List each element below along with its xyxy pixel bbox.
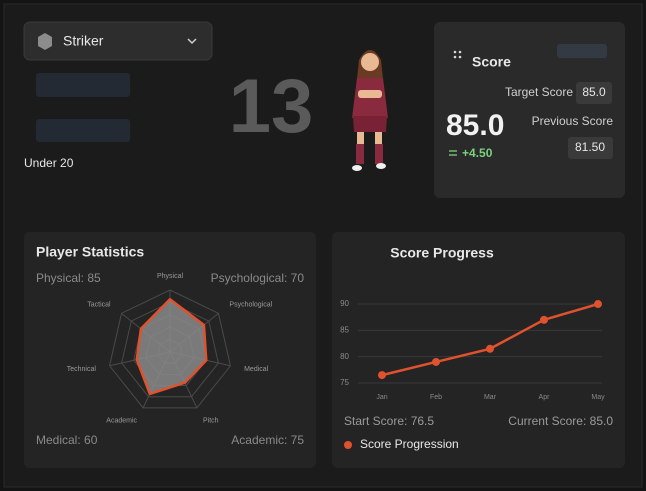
- current-score: Current Score: 85.0: [508, 414, 613, 428]
- line-chart: 75 80 85 90 Jan Feb Mar Apr May Score Progression: [340, 299, 605, 451]
- series-point: [594, 300, 602, 309]
- y-tick-label: 75: [340, 378, 349, 387]
- shoe: [352, 165, 362, 171]
- stat-summary: Physical: 85: [36, 271, 101, 285]
- radar-axis-label: Academic: [106, 417, 137, 424]
- y-tick-label: 90: [340, 299, 349, 308]
- leg: [375, 132, 382, 144]
- series-point: [432, 357, 440, 366]
- legend-label: Score Progression: [360, 437, 459, 451]
- series-point: [378, 371, 386, 380]
- stats-title: Player Statistics: [36, 244, 144, 260]
- y-tick-label: 80: [340, 352, 349, 361]
- radar-axis-label: Physical: [157, 273, 184, 280]
- progress-title: Score Progress: [390, 245, 494, 261]
- radar-ring: [121, 301, 219, 398]
- radar-axis-label: Medical: [244, 366, 269, 373]
- age-group: Under 20: [24, 156, 74, 170]
- dropdown-box[interactable]: [23, 21, 213, 61]
- series-point: [486, 344, 494, 353]
- previous-value: 81.50: [575, 140, 605, 154]
- change-icon: [449, 150, 457, 156]
- x-tick-label: Jan: [376, 394, 387, 401]
- position-icon: [38, 33, 52, 50]
- score-title: Score: [472, 54, 511, 70]
- target-label: Target Score: [505, 85, 573, 99]
- value-box: [576, 82, 612, 104]
- x-tick-label: Feb: [430, 394, 442, 401]
- progress-card: [332, 232, 625, 468]
- x-tick-label: May: [591, 394, 605, 401]
- value-box: [568, 137, 613, 159]
- arms: [358, 90, 382, 98]
- radar-ring: [109, 289, 231, 409]
- placeholder-bar: [36, 119, 130, 142]
- stat-summary: Academic: 75: [231, 433, 304, 447]
- x-tick-label: Mar: [484, 394, 497, 401]
- placeholder-bar: [557, 44, 607, 58]
- radar-area: [135, 298, 208, 396]
- stat-summary: Psychological: 70: [211, 271, 305, 285]
- x-tick-label: Apr: [539, 394, 551, 401]
- leg: [357, 132, 364, 144]
- chevron: [187, 38, 197, 45]
- placeholder-bar: [36, 73, 130, 97]
- jersey-number: 13: [229, 64, 314, 149]
- stat-summary: Medical: 60: [36, 433, 98, 447]
- score-value: 85.0: [446, 109, 504, 142]
- head: [361, 53, 379, 71]
- player-figure: [352, 50, 388, 171]
- radar-axis-label: Technical: [67, 366, 97, 373]
- score-card: Score Target Score 85.0 85.0 Previous Sc…: [434, 22, 625, 198]
- position-dropdown[interactable]: Striker: [23, 21, 213, 61]
- sock: [356, 144, 364, 164]
- previous-label: Previous Score: [532, 114, 614, 128]
- y-tick-label: 85: [340, 325, 349, 334]
- shoe: [376, 163, 386, 169]
- series-point: [540, 315, 548, 324]
- target-value: 85.0: [582, 85, 606, 99]
- position-label[interactable]: Striker: [63, 33, 104, 49]
- legend-swatch: [344, 441, 352, 449]
- shorts: [353, 116, 387, 132]
- radar-chart: Physical Psychological Medical Pitch Academi…: [67, 273, 273, 424]
- score-change: +4.50: [462, 146, 493, 160]
- sock: [375, 144, 383, 164]
- drag-icon: [453, 50, 462, 59]
- radar-axis-label: Tactical: [87, 301, 111, 308]
- radar-axis-label: Psychological: [229, 301, 272, 308]
- start-score: Start Score: 76.5: [344, 414, 434, 428]
- radar-axis-label: Pitch: [203, 417, 219, 424]
